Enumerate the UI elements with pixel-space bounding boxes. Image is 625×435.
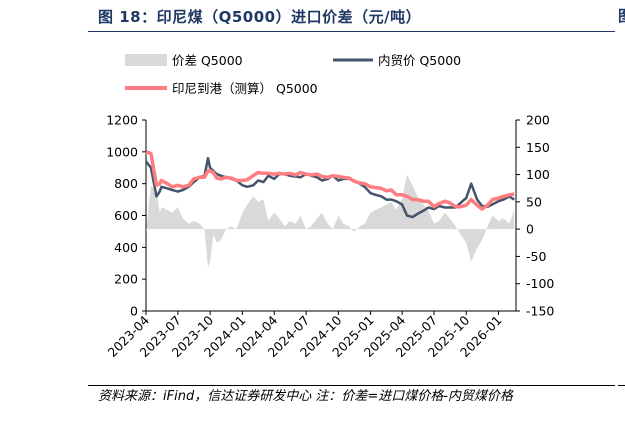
plot-area: 0 200 400 600 800 1000 1200 -150 -100 -50 0 50 100 15… <box>105 113 555 361</box>
source-note-text: 资料来源：iFind，信达证券研发中心 注：价差=进口煤价格-内贸煤价格 <box>98 389 513 404</box>
legend-swatch-spread <box>125 54 167 66</box>
right-tick-label: -150 <box>526 304 554 319</box>
left-tick-label: 1200 <box>106 113 138 128</box>
left-tick-label: 1000 <box>106 144 138 159</box>
left-tick-label: 0 <box>130 304 138 319</box>
chart-legend: 价差 Q5000 内贸价 Q5000 印尼到港（测算） Q5000 <box>125 53 461 96</box>
source-note: 资料来源：iFind，信达证券研发中心 注：价差=进口煤价格-内贸煤价格 <box>98 387 598 406</box>
right-tick-label: -50 <box>526 249 546 264</box>
right-tick-label: -100 <box>526 276 554 291</box>
right-tick-label: 200 <box>526 113 550 128</box>
legend-label-domestic: 内贸价 Q5000 <box>378 53 461 68</box>
spread-area-series <box>146 174 515 268</box>
legend-label-port: 印尼到港（测算） Q5000 <box>172 81 318 96</box>
left-tick-label: 800 <box>114 176 138 191</box>
adjacent-figure-rule <box>618 385 625 386</box>
chart-title: 图 18：印尼煤（Q5000）进口价差（元/吨） <box>98 8 422 26</box>
legend-label-spread: 价差 Q5000 <box>172 53 243 68</box>
right-tick-label: 50 <box>526 194 542 209</box>
adjacent-figure-title-fragment: 图 <box>618 8 625 24</box>
right-tick-label: 100 <box>526 167 550 182</box>
port-price-line <box>145 150 515 211</box>
left-tick-label: 200 <box>114 272 138 287</box>
footer-rule <box>88 385 615 386</box>
right-tick-label: 0 <box>526 222 534 237</box>
left-tick-label: 600 <box>114 208 138 223</box>
left-tick-label: 400 <box>114 240 138 255</box>
title-underline <box>88 31 615 32</box>
right-tick-label: 150 <box>526 140 550 155</box>
spread-chart: 价差 Q5000 内贸价 Q5000 印尼到港（测算） Q5000 0 200 40… <box>105 53 555 361</box>
